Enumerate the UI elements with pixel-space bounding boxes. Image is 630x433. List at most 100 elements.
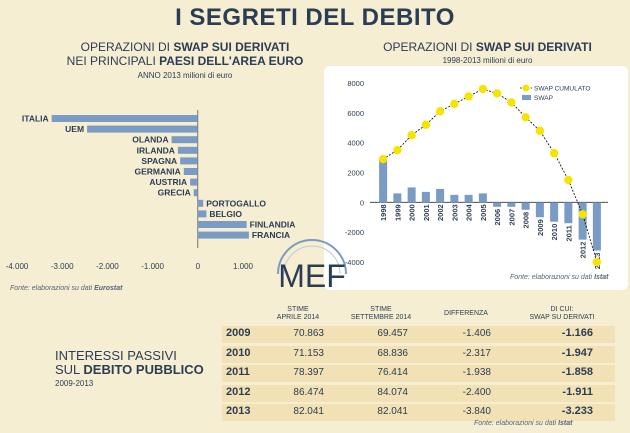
- table-source: Fonte: elaborazioni su dati Istat: [474, 420, 572, 427]
- right-tick-label: 4000: [347, 139, 364, 148]
- difference-cell: -3.840: [462, 406, 491, 417]
- year-label: 2010: [550, 224, 559, 241]
- year-label: 2007: [507, 209, 516, 226]
- year-label: 2011: [564, 225, 573, 241]
- september-cell: 68.836: [377, 347, 408, 359]
- left-bar: [171, 136, 198, 144]
- right-chart-unit: 1998-2013 milioni di euro: [442, 56, 533, 65]
- swap-bar: [464, 194, 473, 203]
- year-label: 2004: [465, 204, 474, 222]
- page-title: I SEGRETI DEL DEBITO: [175, 4, 455, 31]
- swap-bar: [393, 193, 402, 203]
- left-bar-label: FRANCIA: [252, 230, 290, 240]
- col4-line1: DI CUI:: [550, 306, 574, 313]
- col-header-april: STIME APRILE 2014: [258, 306, 338, 322]
- difference-cell: -2.400: [462, 386, 491, 398]
- left-bar: [197, 221, 247, 228]
- year-label: 2008: [522, 212, 531, 229]
- swap-cell: -1.947: [561, 346, 593, 359]
- year-label: 2012: [579, 242, 588, 259]
- table-row: 2009 70.863 69.457 -1.406 -1.166: [222, 326, 615, 343]
- cumulative-point: [492, 89, 502, 98]
- swap-cell: -1.858: [561, 366, 593, 378]
- left-bar: [87, 125, 198, 133]
- swap-bar: [379, 159, 388, 203]
- right-source: Fonte: elaborazioni su dati Istat: [510, 274, 608, 281]
- left-source-prefix: Fonte: elaborazioni su dati: [10, 285, 95, 292]
- right-source-name: Istat: [594, 274, 609, 281]
- left-bar-label: AUSTRIA: [149, 177, 187, 187]
- left-chart-title: OPERAZIONI DI SWAP SUI DERIVATI NEI PRIN…: [20, 40, 350, 68]
- left-title-line1: OPERAZIONI DI: [80, 40, 174, 54]
- col2-line2: SETTEMBRE 2014: [350, 314, 412, 321]
- left-bar-label: SPAGNA: [141, 156, 177, 166]
- cumulative-point: [407, 131, 416, 140]
- left-bar: [180, 157, 198, 165]
- swap-cell: -1.911: [562, 385, 593, 398]
- cumulative-point: [450, 99, 459, 109]
- cumulative-line: [382, 88, 598, 263]
- left-tick-label: 1.000: [233, 262, 254, 271]
- year-label: 2005: [479, 204, 488, 221]
- year-cell: 2009: [226, 327, 251, 339]
- year-label: 2000: [408, 204, 417, 221]
- left-bar: [197, 231, 249, 239]
- april-cell: 82.041: [293, 406, 324, 417]
- swap-cell: -3.233: [561, 405, 593, 417]
- legend-bar-swatch: [522, 95, 531, 100]
- left-bar: [177, 146, 198, 154]
- cumulative-point: [421, 120, 431, 129]
- table-row: 2011 78.397 76.414 -1.938 -1.858: [222, 365, 615, 382]
- cumulative-point: [507, 98, 516, 107]
- left-bar-label: UEM: [65, 124, 84, 134]
- april-cell: 71.153: [293, 347, 324, 359]
- table-source-prefix: Fonte: elaborazioni su dati: [474, 420, 559, 427]
- table-period: 2009-2013: [55, 379, 94, 388]
- table-heading-line1: INTERESSI PASSIVI: [55, 348, 177, 363]
- left-bar: [193, 189, 198, 197]
- year-label: 2009: [536, 219, 545, 236]
- cumulative-point: [564, 175, 573, 185]
- table-source-name: Istat: [558, 420, 573, 427]
- left-source-name: Eurostat: [94, 285, 123, 292]
- col1-line2: APRILE 2014: [276, 314, 320, 321]
- left-title-line2: NEI PRINCIPALI: [66, 54, 160, 68]
- year-label: 2002: [436, 204, 445, 221]
- table-heading-line2-bold: DEBITO PUBBLICO: [83, 362, 204, 377]
- left-tick-label: -2.000: [96, 262, 119, 271]
- right-combo-chart: 8000 6000 4000 2000 0 -2000 -4000 1998 1999 2000 2…: [345, 79, 608, 269]
- left-bar-label: IRLANDA: [137, 145, 175, 155]
- table-row: 2012 86.474 84.074 -2.400 -1.911: [222, 384, 615, 402]
- right-tick-label: -2000: [345, 228, 364, 237]
- cumulative-point: [592, 257, 602, 267]
- legend-label-cumulato: SWAP CUMULATO: [534, 86, 590, 93]
- swap-bar: [436, 188, 445, 203]
- logo-text: MEF: [278, 258, 346, 294]
- swap-bar: [507, 202, 516, 207]
- left-bar: [197, 210, 207, 218]
- swap-bar: [564, 202, 573, 224]
- left-bar: [197, 199, 204, 207]
- left-tick-label: -4.000: [6, 262, 29, 271]
- cumulative-point: [478, 84, 488, 94]
- cumulative-point: [578, 210, 587, 219]
- difference-cell: -1.938: [462, 367, 491, 378]
- year-label: 1998: [379, 204, 388, 221]
- difference-cell: -1.406: [462, 328, 491, 339]
- legend-dot-swatch: [522, 84, 530, 92]
- left-bar-label: BELGIO: [209, 209, 242, 219]
- year-cell: 2012: [226, 385, 251, 398]
- september-cell: 76.414: [377, 367, 408, 378]
- left-bar-label: PORTOGALLO: [206, 198, 266, 208]
- col-header-september: STIME SETTEMBRE 2014: [336, 306, 426, 322]
- right-tick-label: 6000: [347, 109, 364, 118]
- left-tick-label: -1.000: [141, 262, 164, 271]
- swap-bar: [521, 202, 530, 210]
- legend-label-swap: SWAP: [534, 95, 553, 102]
- left-bar-label: GERMANIA: [135, 167, 181, 177]
- september-cell: 82.041: [377, 406, 408, 417]
- col-header-difference: DIFFERENZA: [426, 310, 506, 318]
- cumulative-point: [378, 154, 388, 164]
- swap-bar: [550, 202, 559, 222]
- right-chart-title: OPERAZIONI DI SWAP SUI DERIVATI: [345, 40, 630, 54]
